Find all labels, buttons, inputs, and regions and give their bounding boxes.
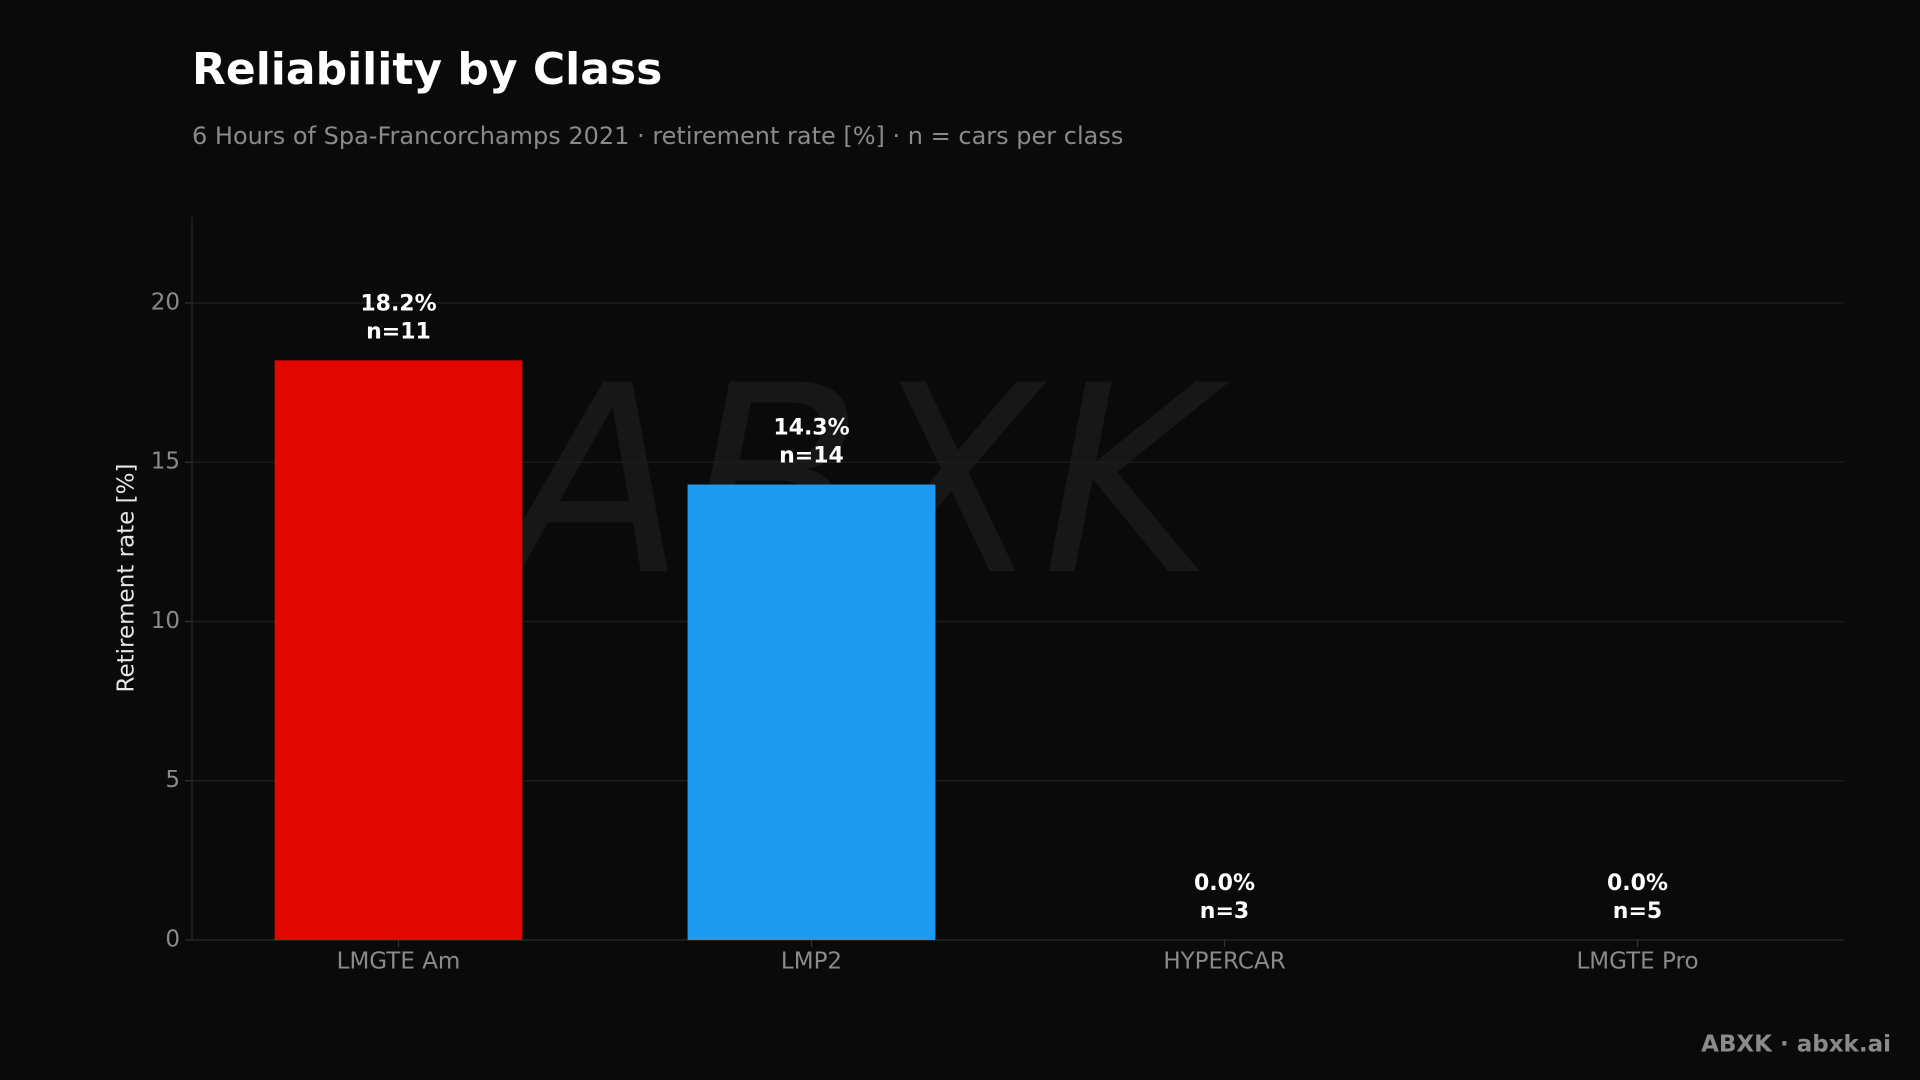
count-label: n=5 [1613,899,1662,924]
value-label: 14.3% [773,416,849,441]
y-tick-label: 10 [151,608,180,634]
count-label: n=11 [366,319,431,344]
count-label: n=14 [779,444,844,469]
chart-title: Reliability by Class [192,44,662,95]
y-tick-label: 15 [151,449,180,475]
y-axis-label: Retirement rate [%] [114,464,140,693]
count-label: n=3 [1200,899,1249,924]
y-tick-label: 20 [151,289,180,315]
value-label: 0.0% [1607,871,1668,896]
bar [274,360,523,940]
bar [687,484,936,940]
x-tick-label: LMGTE Pro [1576,949,1698,975]
footer: ABXK · abxk.ai [1701,1032,1891,1058]
x-tick-label: LMGTE Am [337,949,461,975]
y-tick-label: 5 [165,767,180,793]
x-tick-label: LMP2 [781,949,842,975]
x-tick-label: HYPERCAR [1163,949,1285,975]
chart-subtitle: 6 Hours of Spa-Francorchamps 2021 · reti… [192,122,1123,150]
value-label: 18.2% [360,291,436,316]
y-tick-label: 0 [165,927,180,953]
value-label: 0.0% [1194,871,1255,896]
